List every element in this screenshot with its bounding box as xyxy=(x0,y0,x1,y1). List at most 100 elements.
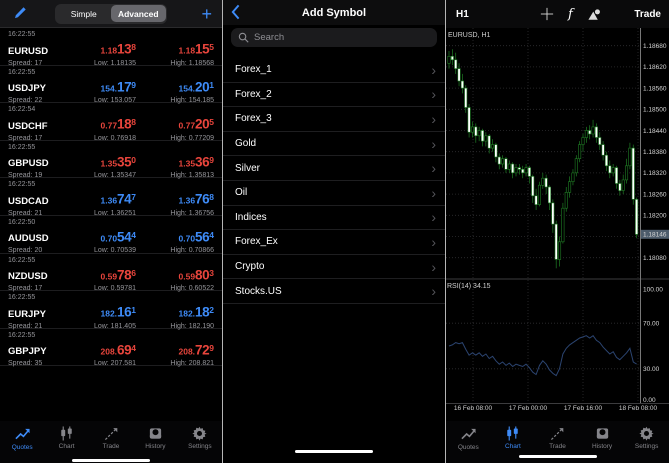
symbol-name: EURUSD xyxy=(8,45,50,59)
group-row-indices[interactable]: Indices› xyxy=(223,206,445,231)
bid-price: 0.77188 xyxy=(50,115,136,133)
chart-screen: H1 f Trade 1.186801.186201.185601.185001… xyxy=(446,0,669,463)
tab-settings[interactable]: Settings xyxy=(624,424,669,463)
group-row-stocks.us[interactable]: Stocks.US› xyxy=(223,279,445,304)
svg-text:1.18260: 1.18260 xyxy=(643,191,667,198)
svg-text:1.18620: 1.18620 xyxy=(643,64,667,71)
low-value: Low: 207.581 xyxy=(50,359,136,368)
symbol-name: GBPJPY xyxy=(8,345,50,359)
spread-value: Spread: 21 xyxy=(8,209,50,218)
high-value: High: 0.60522 xyxy=(136,284,214,293)
spread-value: Spread: 21 xyxy=(8,322,50,331)
group-row-gold[interactable]: Gold› xyxy=(223,132,445,157)
objects-icon[interactable] xyxy=(587,8,602,21)
svg-text:1.18440: 1.18440 xyxy=(643,128,667,135)
tab-history[interactable]: History xyxy=(133,424,177,463)
quotes-screen: Simple Advanced + 16:22:55EURUSD1.181381… xyxy=(0,0,222,463)
tab-trade[interactable]: Trade xyxy=(89,424,133,463)
quote-row-nzdusd[interactable]: 16:22:55NZDUSD0.597860.59803Spread: 17Lo… xyxy=(0,254,222,292)
spread-value: Spread: 20 xyxy=(8,246,50,255)
quote-row-eurusd[interactable]: 16:22:55EURUSD1.181381.18155Spread: 17Lo… xyxy=(0,28,222,66)
candlestick-chart-svg[interactable]: 1.186801.186201.185601.185001.184401.183… xyxy=(446,28,669,404)
tab-label: Quotes xyxy=(458,444,479,451)
spread-value: Spread: 17 xyxy=(8,134,50,143)
svg-text:1.18080: 1.18080 xyxy=(643,255,667,262)
segment-advanced[interactable]: Advanced xyxy=(111,5,166,22)
svg-text:70.00: 70.00 xyxy=(643,321,660,328)
timeframe-button[interactable]: H1 xyxy=(456,9,469,20)
symbol-name: USDJPY xyxy=(8,82,50,96)
trade-button[interactable]: Trade xyxy=(634,9,661,20)
tab-label: Trade xyxy=(103,443,120,450)
history-icon xyxy=(148,426,163,441)
chart-icon xyxy=(59,426,74,441)
quote-row-gbpusd[interactable]: 16:22:55GBPUSD1.353501.35369Spread: 19Lo… xyxy=(0,141,222,179)
chevron-right-icon: › xyxy=(431,262,436,272)
chevron-right-icon: › xyxy=(431,114,436,124)
high-value: High: 182.190 xyxy=(136,322,214,331)
segment-simple[interactable]: Simple xyxy=(57,5,112,22)
home-indicator[interactable] xyxy=(72,459,150,463)
high-value: High: 1.18568 xyxy=(136,59,214,68)
group-row-forex_3[interactable]: Forex_3› xyxy=(223,107,445,132)
chevron-right-icon: › xyxy=(431,237,436,247)
svg-text:1.18146: 1.18146 xyxy=(643,232,667,239)
spread-value: Spread: 22 xyxy=(8,96,50,105)
quote-row-audusd[interactable]: 16:22:50AUDUSD0.705440.70564Spread: 20Lo… xyxy=(0,216,222,254)
quote-row-usdjpy[interactable]: 16:22:55USDJPY154.179154.201Spread: 22Lo… xyxy=(0,66,222,104)
quote-row-usdcad[interactable]: 16:22:55USDCAD1.367471.36768Spread: 21Lo… xyxy=(0,178,222,216)
bid-price: 0.59786 xyxy=(50,266,136,284)
quote-row-eurjpy[interactable]: 16:22:55EURJPY182.161182.182Spread: 21Lo… xyxy=(0,291,222,329)
group-row-oil[interactable]: Oil› xyxy=(223,181,445,206)
quote-time: 16:22:55 xyxy=(8,294,35,301)
symbol-name: EURJPY xyxy=(8,308,50,322)
time-axis-label: 17 Feb 16:00 xyxy=(564,405,602,412)
quote-row-gbpjpy[interactable]: 16:22:55GBPJPY208.694208.729Spread: 35Lo… xyxy=(0,329,222,367)
group-label: Oil xyxy=(235,187,247,198)
home-indicator[interactable] xyxy=(295,450,373,454)
page-title: Add Symbol xyxy=(302,7,366,19)
low-value: Low: 0.76918 xyxy=(50,134,136,143)
group-row-forex_2[interactable]: Forex_2› xyxy=(223,83,445,108)
ask-price: 0.59803 xyxy=(136,266,214,284)
chart-toolbar: H1 f Trade xyxy=(446,0,669,28)
tab-label: Settings xyxy=(635,443,659,450)
quote-row-usdchf[interactable]: 16:22:54USDCHF0.771880.77205Spread: 17Lo… xyxy=(0,103,222,141)
search-input[interactable]: Search xyxy=(231,28,437,47)
ask-price: 0.77205 xyxy=(136,115,214,133)
bid-price: 1.18138 xyxy=(50,40,136,58)
low-value: Low: 181.405 xyxy=(50,322,136,331)
indicators-function-icon[interactable]: f xyxy=(568,7,573,22)
group-row-forex_1[interactable]: Forex_1› xyxy=(223,58,445,83)
price-chart[interactable]: 1.186801.186201.185601.185001.184401.183… xyxy=(446,28,669,404)
group-row-silver[interactable]: Silver› xyxy=(223,156,445,181)
edit-pencil-icon[interactable] xyxy=(12,5,28,21)
tab-settings[interactable]: Settings xyxy=(178,424,222,463)
add-symbol-plus-icon[interactable]: + xyxy=(201,1,212,27)
group-row-forex_ex[interactable]: Forex_Ex› xyxy=(223,230,445,255)
svg-text:1.18380: 1.18380 xyxy=(643,149,667,156)
symbol-name: NZDUSD xyxy=(8,270,50,284)
tab-quotes[interactable]: Quotes xyxy=(446,424,491,463)
quotes-icon xyxy=(460,426,477,442)
quote-time: 16:22:55 xyxy=(8,181,35,188)
chart-icon xyxy=(505,426,520,441)
ask-price: 1.35369 xyxy=(136,153,214,171)
crosshair-icon[interactable] xyxy=(540,7,554,21)
bid-price: 154.179 xyxy=(50,78,136,96)
svg-text:0.00: 0.00 xyxy=(643,397,656,404)
time-axis-label: 16 Feb 08:00 xyxy=(454,405,492,412)
back-chevron-icon[interactable] xyxy=(231,4,240,20)
svg-text:100.00: 100.00 xyxy=(643,286,663,293)
tab-quotes[interactable]: Quotes xyxy=(0,424,44,463)
high-value: High: 208.821 xyxy=(136,359,214,368)
group-row-crypto[interactable]: Crypto› xyxy=(223,255,445,280)
metatrader-screenshots: Simple Advanced + 16:22:55EURUSD1.181381… xyxy=(0,0,669,463)
tab-chart[interactable]: Chart xyxy=(44,424,88,463)
home-indicator[interactable] xyxy=(519,455,597,459)
chevron-right-icon: › xyxy=(431,212,436,222)
bid-price: 1.36747 xyxy=(50,190,136,208)
view-mode-segmented-control: Simple Advanced xyxy=(55,4,167,24)
trade-icon xyxy=(550,426,565,441)
time-axis-label: 18 Feb 08:00 xyxy=(619,405,657,412)
